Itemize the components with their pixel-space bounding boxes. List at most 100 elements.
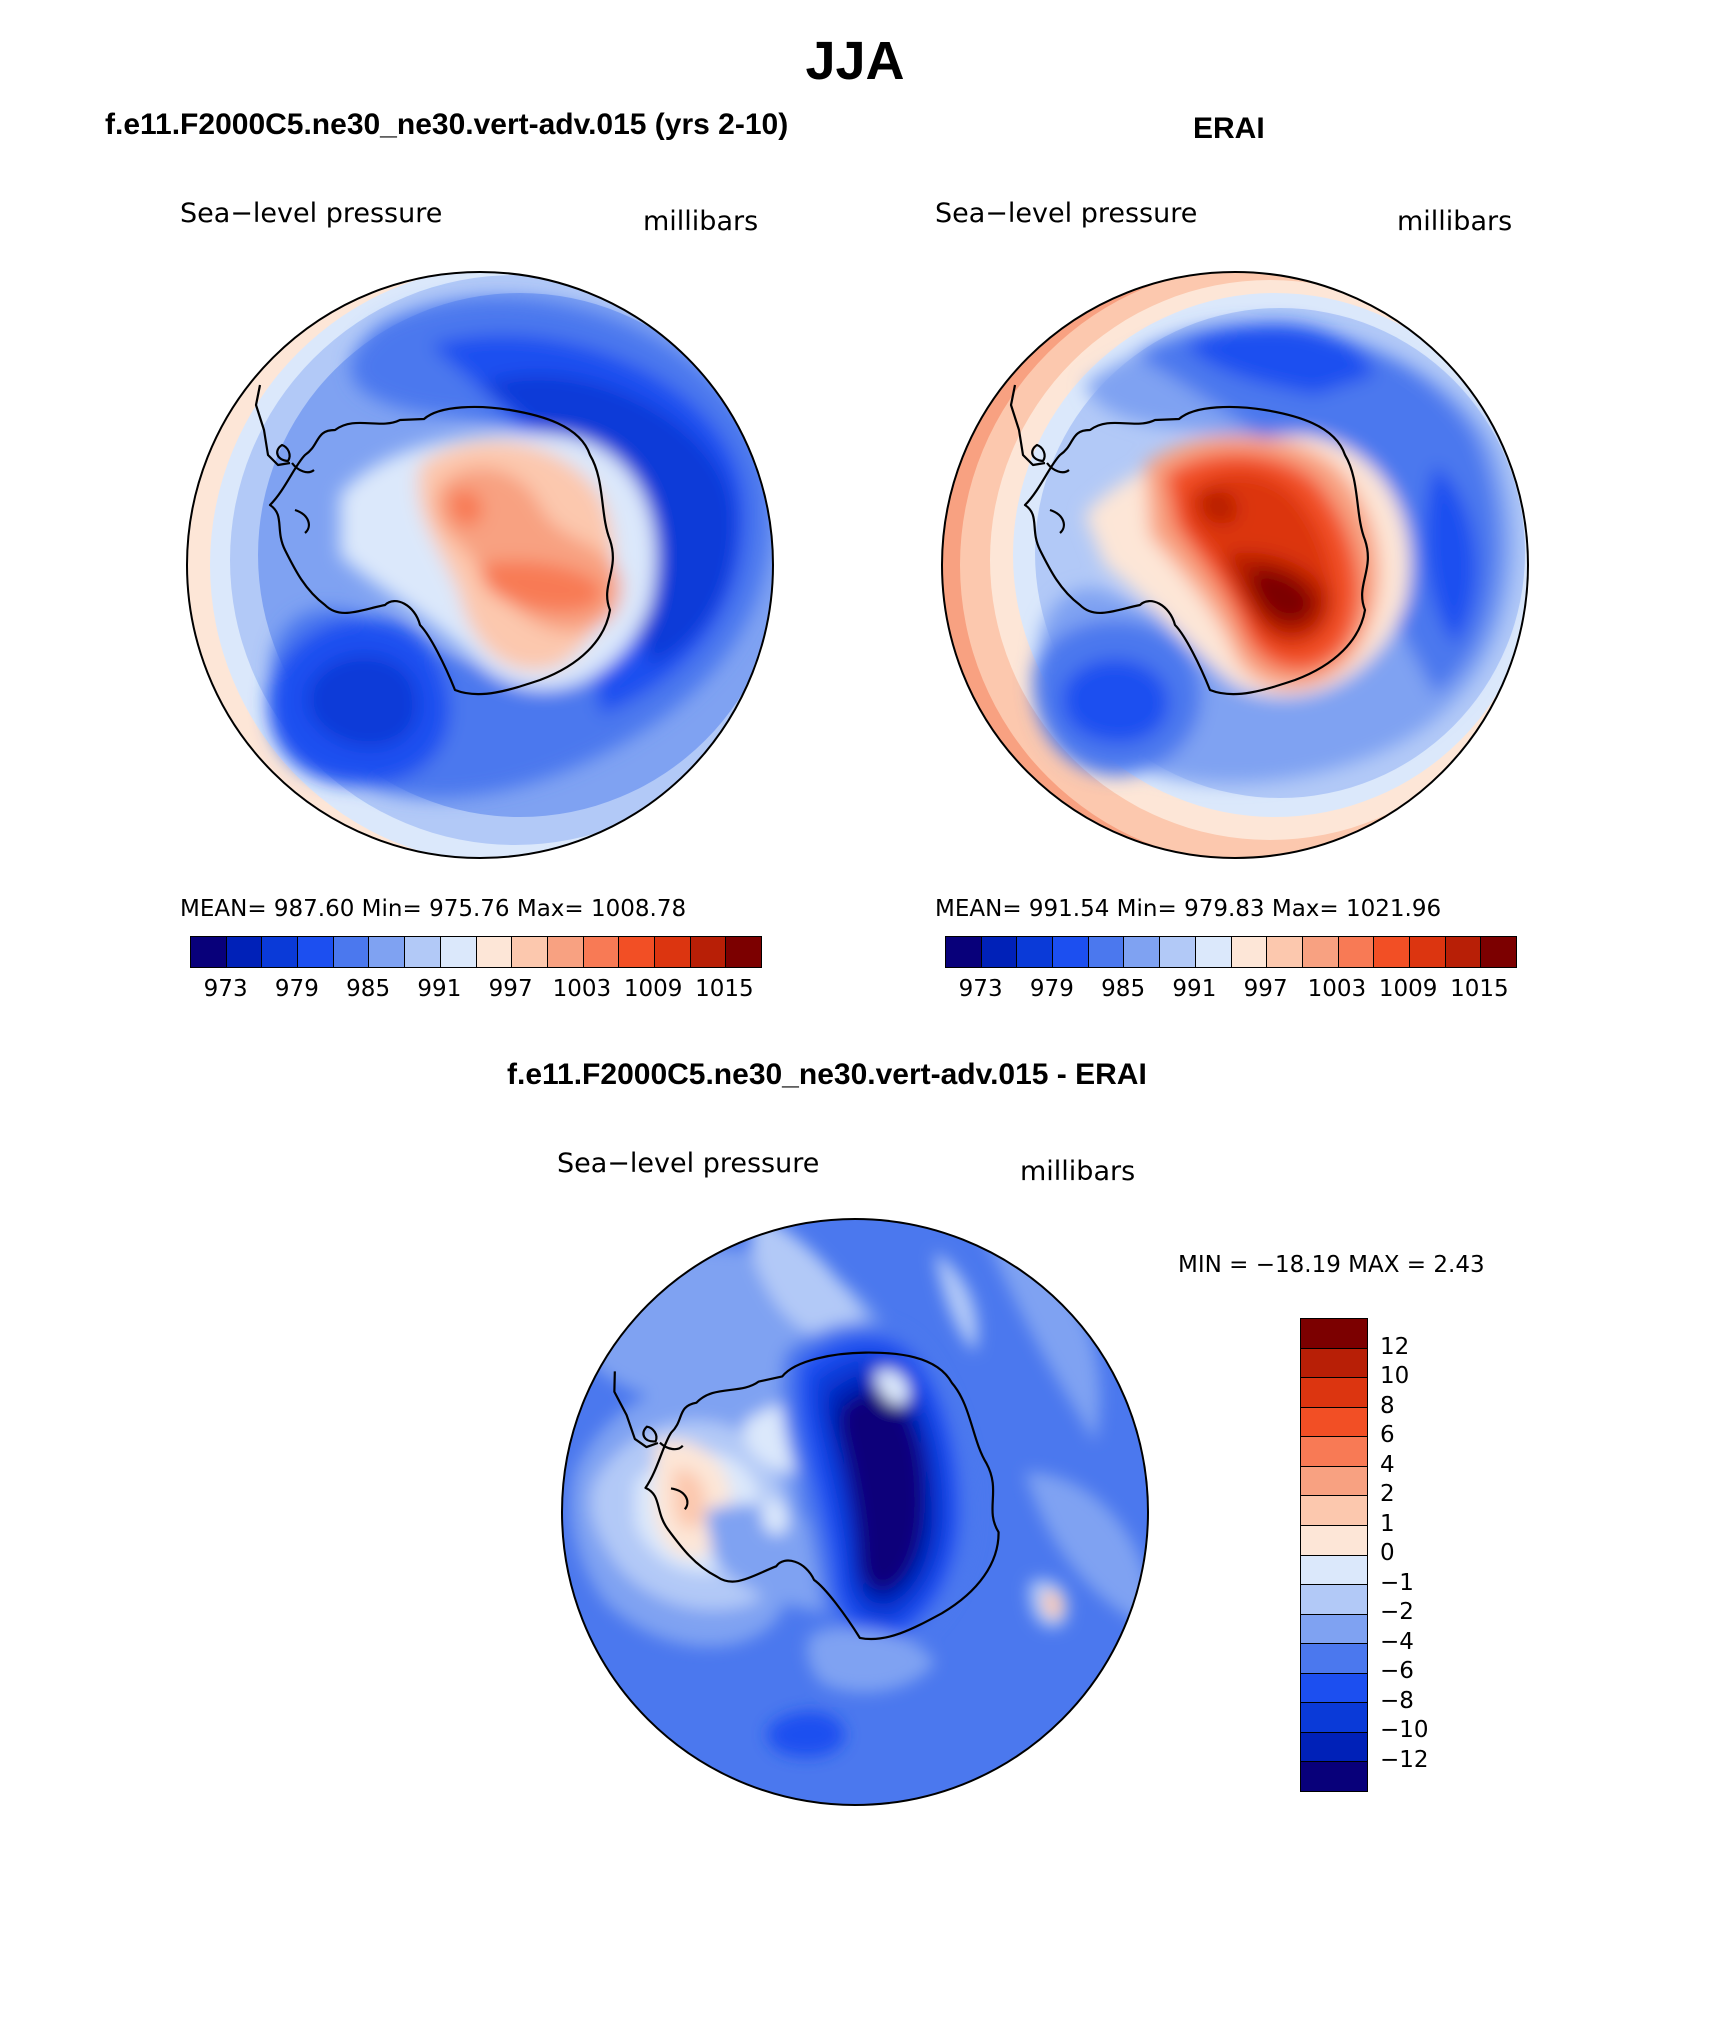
- model-colorbar: [190, 936, 762, 968]
- colorbar-tick-label: 991: [1172, 976, 1217, 1002]
- colorbar-swatch: [582, 937, 619, 967]
- colorbar-swatch: [404, 937, 440, 967]
- colorbar-swatch: [946, 937, 981, 967]
- figure-title: JJA: [805, 31, 905, 91]
- colorbar-swatch: [689, 937, 726, 967]
- colorbar-swatch: [475, 937, 512, 967]
- colorbar-swatch: [191, 937, 226, 967]
- colorbar-tick-label: 985: [346, 976, 391, 1002]
- colorbar-swatch: [653, 937, 690, 967]
- colorbar-swatch: [1301, 1613, 1367, 1644]
- colorbar-swatch: [1230, 937, 1267, 967]
- obs-colorbar-labels: 973 979 985 991 997 1003 1009 1015: [945, 976, 1515, 1008]
- colorbar-tick-label: 2: [1380, 1481, 1395, 1507]
- colorbar-swatch: [1301, 1495, 1367, 1525]
- colorbar-swatch: [225, 937, 262, 967]
- colorbar-tick-label: 991: [417, 976, 462, 1002]
- colorbar-swatch: [1301, 1319, 1367, 1348]
- obs-units-label: millibars: [1397, 206, 1513, 237]
- colorbar-tick-label: 1015: [695, 976, 754, 1002]
- colorbar-swatch: [1052, 937, 1088, 967]
- colorbar-tick-label: 979: [1029, 976, 1074, 1002]
- colorbar-swatch: [1301, 1643, 1367, 1673]
- colorbar-tick-label: −2: [1380, 1599, 1414, 1625]
- colorbar-swatch: [1408, 937, 1445, 967]
- colorbar-swatch: [1016, 937, 1053, 967]
- colorbar-tick-label: 1003: [1307, 976, 1367, 1002]
- diff-variable-label: Sea−level pressure: [557, 1148, 820, 1179]
- diff-slp-map: [561, 1218, 1149, 1806]
- diff-colorbar-labels: 12 10 8 6 4 2 1 0 −1 −2 −4 −6 −8 −10 −12: [1380, 1318, 1500, 1790]
- colorbar-tick-label: −1: [1380, 1569, 1414, 1596]
- colorbar-swatch: [1337, 937, 1374, 967]
- obs-colorbar: [945, 936, 1517, 968]
- colorbar-swatch: [1301, 1436, 1367, 1466]
- colorbar-tick-label: 10: [1380, 1363, 1410, 1389]
- colorbar-swatch: [1301, 1554, 1367, 1585]
- colorbar-tick-label: 973: [203, 976, 248, 1002]
- model-panel-title: f.e11.F2000C5.ne30_ne30.vert-adv.015 (yr…: [105, 108, 789, 141]
- colorbar-swatch: [618, 937, 654, 967]
- colorbar-swatch: [1373, 937, 1409, 967]
- colorbar-tick-label: 997: [1243, 976, 1288, 1002]
- model-stats: MEAN= 987.60 Min= 975.76 Max= 1008.78: [180, 896, 687, 922]
- colorbar-tick-label: 973: [958, 976, 1003, 1002]
- model-colorbar-labels: 973 979 985 991 997 1003 1009 1015: [190, 976, 760, 1008]
- colorbar-swatch: [546, 937, 583, 967]
- colorbar-tick-label: −6: [1380, 1658, 1414, 1684]
- colorbar-tick-label: 4: [1380, 1451, 1395, 1478]
- model-slp-map: [186, 271, 774, 859]
- colorbar-tick-label: 1009: [623, 976, 683, 1002]
- colorbar-swatch: [1301, 1377, 1367, 1407]
- colorbar-swatch: [1444, 937, 1481, 967]
- colorbar-swatch: [980, 937, 1017, 967]
- colorbar-swatch: [1301, 1761, 1367, 1791]
- colorbar-tick-label: −8: [1380, 1687, 1414, 1714]
- colorbar-swatch: [332, 937, 369, 967]
- colorbar-swatch: [1301, 1524, 1367, 1555]
- colorbar-tick-label: 979: [274, 976, 319, 1002]
- colorbar-swatch: [297, 937, 333, 967]
- colorbar-tick-label: 8: [1380, 1392, 1395, 1419]
- colorbar-tick-label: 1009: [1378, 976, 1438, 1002]
- model-variable-label: Sea−level pressure: [180, 198, 443, 229]
- obs-panel-title: ERAI: [1193, 112, 1265, 145]
- model-units-label: millibars: [643, 206, 759, 237]
- colorbar-tick-label: −4: [1380, 1628, 1414, 1655]
- colorbar-tick-label: 1003: [552, 976, 612, 1002]
- colorbar-tick-label: 6: [1380, 1422, 1395, 1448]
- colorbar-swatch: [1266, 937, 1302, 967]
- colorbar-swatch: [1301, 1702, 1367, 1732]
- obs-slp-map: [941, 271, 1529, 859]
- colorbar-swatch: [725, 937, 761, 967]
- colorbar-swatch: [1301, 1406, 1367, 1437]
- colorbar-swatch: [1301, 937, 1338, 967]
- obs-variable-label: Sea−level pressure: [935, 198, 1198, 229]
- colorbar-tick-label: 1: [1380, 1510, 1395, 1537]
- colorbar-swatch: [1301, 1347, 1367, 1378]
- colorbar-swatch: [1301, 1584, 1367, 1614]
- colorbar-swatch: [1123, 937, 1160, 967]
- colorbar-tick-label: 1015: [1450, 976, 1509, 1002]
- diff-panel-title: f.e11.F2000C5.ne30_ne30.vert-adv.015 - E…: [507, 1058, 1147, 1091]
- colorbar-tick-label: −12: [1380, 1746, 1429, 1773]
- colorbar-swatch: [1301, 1465, 1367, 1496]
- colorbar-tick-label: 985: [1101, 976, 1146, 1002]
- colorbar-swatch: [439, 937, 476, 967]
- colorbar-swatch: [368, 937, 405, 967]
- diff-colorbar: [1300, 1318, 1368, 1792]
- diff-stats: MIN = −18.19 MAX = 2.43: [1178, 1252, 1485, 1278]
- colorbar-swatch: [1087, 937, 1124, 967]
- colorbar-swatch: [1301, 1672, 1367, 1703]
- colorbar-swatch: [1159, 937, 1195, 967]
- diff-units-label: millibars: [1020, 1156, 1136, 1187]
- colorbar-tick-label: 0: [1380, 1540, 1395, 1566]
- colorbar-swatch: [511, 937, 547, 967]
- colorbar-swatch: [1301, 1731, 1367, 1762]
- colorbar-swatch: [1194, 937, 1231, 967]
- colorbar-tick-label: 997: [488, 976, 533, 1002]
- obs-stats: MEAN= 991.54 Min= 979.83 Max= 1021.96: [935, 896, 1442, 922]
- colorbar-tick-label: 12: [1380, 1333, 1410, 1360]
- colorbar-swatch: [261, 937, 298, 967]
- colorbar-swatch: [1480, 937, 1516, 967]
